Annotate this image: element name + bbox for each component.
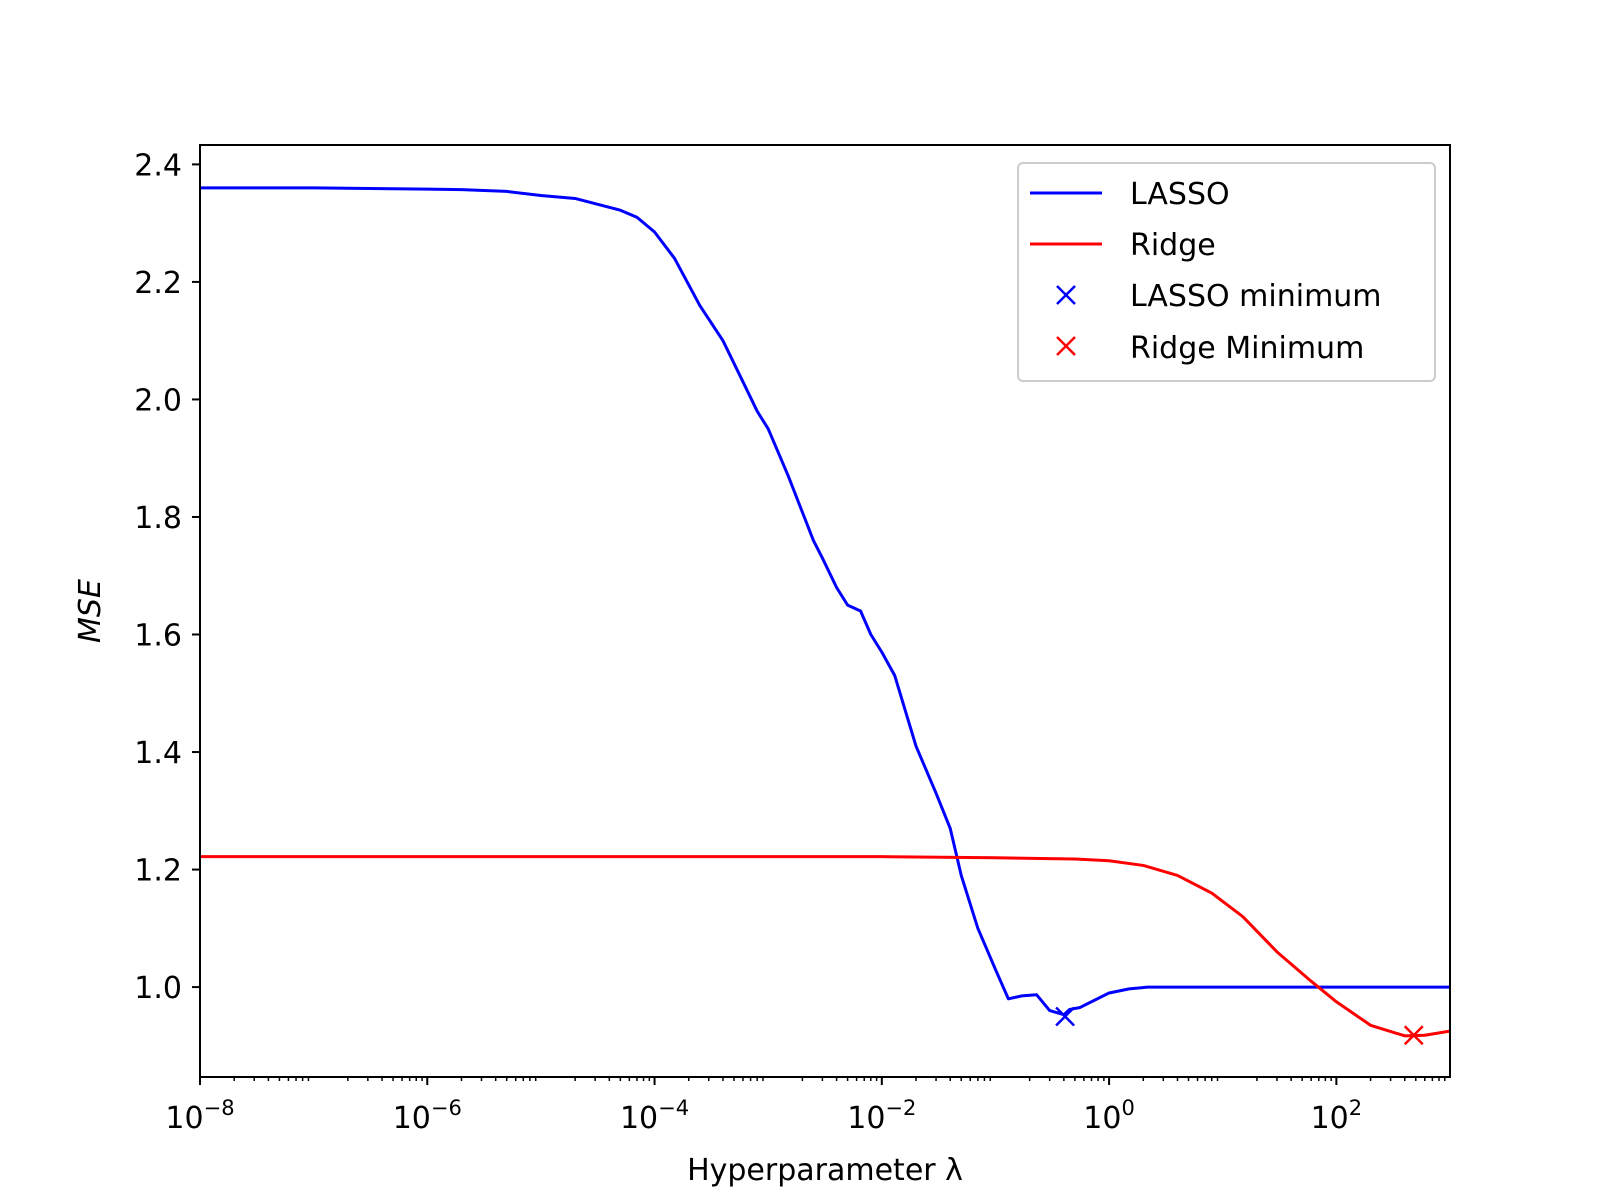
y-tick-label: 2.2: [134, 266, 182, 301]
x-tick-label: 10−4: [620, 1096, 689, 1136]
y-tick-label: 1.8: [134, 501, 182, 536]
legend: LASSO Ridge LASSO minimum Ridge Minimum: [1017, 162, 1436, 382]
legend-x-ridge-minimum-stroke-b: [1056, 336, 1076, 356]
x-axis-ticks: 10−8 10−6 10−4 10−2 100 102: [165, 1077, 1446, 1136]
series-line-ridge: [200, 855, 1450, 1038]
legend-label-ridge-minimum: Ridge Minimum: [1130, 331, 1364, 366]
marker-lasso-minimum-stroke-b: [1055, 1006, 1075, 1027]
legend-label-lasso-minimum: LASSO minimum: [1130, 279, 1382, 314]
y-tick-label: 1.6: [134, 619, 182, 654]
legend-marker-lasso-minimum: [1056, 285, 1076, 305]
legend-x-ridge-minimum: [1056, 336, 1076, 356]
marker-ridge-minimum-stroke-b: [1403, 1025, 1424, 1046]
y-tick-label: 1.4: [134, 736, 182, 771]
x-tick-label: 100: [1083, 1096, 1135, 1136]
x-tick-label: 10−2: [847, 1096, 916, 1136]
marker-lasso-minimum: [1055, 1006, 1075, 1027]
x-axis-label: Hyperparameter λ: [687, 1153, 963, 1188]
legend-label-ridge: Ridge: [1130, 228, 1216, 263]
y-tick-label: 1.2: [134, 854, 182, 889]
y-tick-label: 1.0: [134, 971, 182, 1006]
legend-x-lasso-minimum-stroke-b: [1056, 285, 1076, 305]
y-tick-label: 2.0: [134, 383, 182, 418]
y-axis-label: MSE: [73, 579, 108, 643]
legend-label-lasso: LASSO: [1130, 177, 1230, 212]
x-tick-label: 10−8: [165, 1096, 234, 1136]
legend-marker-ridge-minimum: [1056, 336, 1076, 356]
legend-box: [1017, 162, 1436, 382]
series-line-lasso: [200, 186, 1450, 1017]
marker-ridge-minimum: [1403, 1025, 1424, 1046]
plot-frame: [199, 144, 1451, 1078]
x-tick-label: 10−6: [393, 1096, 462, 1136]
y-tick-label: 2.4: [134, 148, 182, 183]
y-axis-ticks: 1.0 1.2 1.4 1.6 1.8 2.0 2.2 2.4: [134, 148, 200, 1006]
x-tick-label: 102: [1311, 1096, 1363, 1136]
plot-series: [200, 186, 1450, 1046]
legend-x-lasso-minimum: [1056, 285, 1076, 305]
